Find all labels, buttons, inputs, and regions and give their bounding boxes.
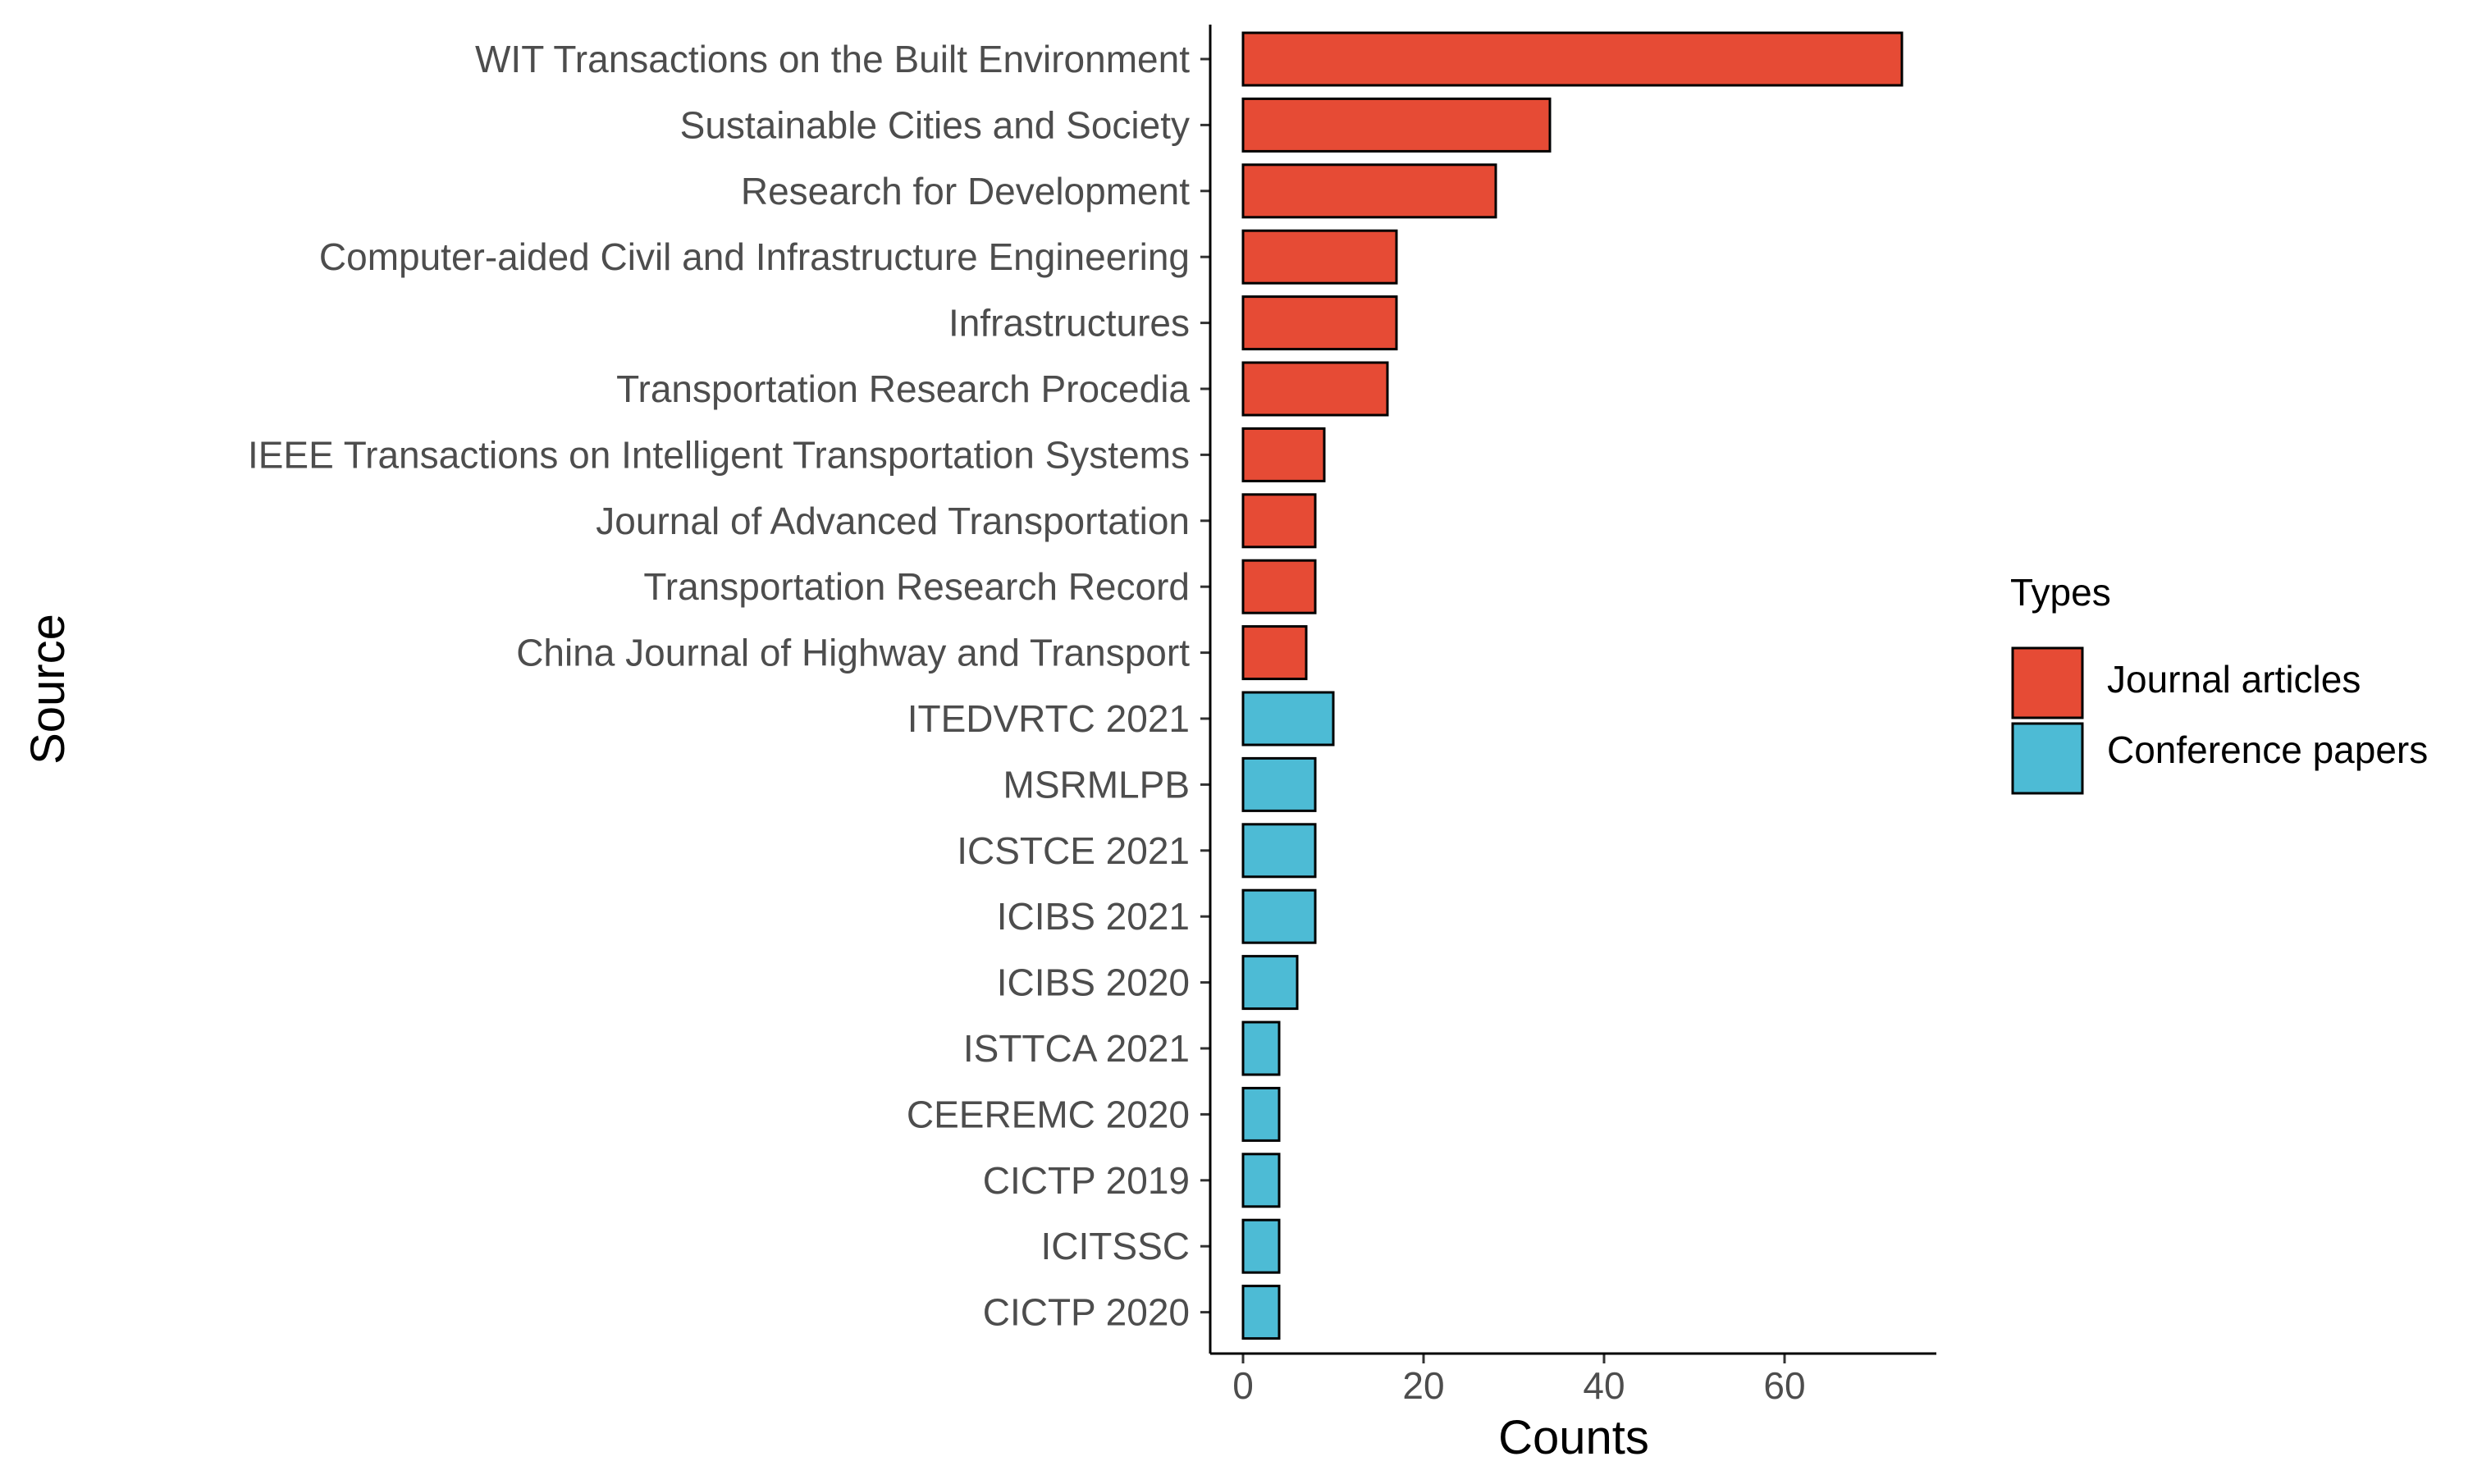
y-axis-title: Source	[21, 614, 75, 765]
bar-4	[1241, 229, 1398, 285]
category-label-10: China Journal of Highway and Transport	[516, 632, 1190, 674]
bar-16	[1241, 1021, 1281, 1076]
category-label-2: Sustainable Cities and Society	[680, 103, 1190, 146]
x-tick-label-20: 20	[1402, 1364, 1444, 1407]
category-label-16: ISTTCA 2021	[963, 1027, 1190, 1070]
category-label-5: Infrastructures	[948, 302, 1190, 345]
category-label-9: Transportation Research Record	[643, 565, 1190, 608]
legend-swatch-conference	[2011, 722, 2084, 795]
bar-8	[1241, 493, 1317, 549]
bar-17	[1241, 1086, 1281, 1142]
bar-14	[1241, 888, 1317, 944]
legend-title: Types	[2010, 571, 2111, 614]
legend-label-conference: Conference papers	[2107, 728, 2428, 771]
bar-13	[1241, 823, 1317, 879]
bar-6	[1241, 361, 1389, 417]
legend-swatch-journal	[2011, 646, 2084, 719]
category-label-8: Journal of Advanced Transportation	[596, 500, 1190, 542]
category-label-18: CICTP 2019	[983, 1159, 1190, 1202]
bar-9	[1241, 559, 1317, 614]
category-label-20: CICTP 2020	[983, 1291, 1190, 1334]
bar-1	[1241, 31, 1904, 87]
x-tick-label-40: 40	[1583, 1364, 1625, 1407]
category-label-7: IEEE Transactions on Intelligent Transpo…	[248, 433, 1190, 476]
bars-group	[1241, 31, 1904, 1340]
bar-18	[1241, 1153, 1281, 1208]
legend-label-journal: Journal articles	[2107, 658, 2361, 701]
y-axis-ticks	[1200, 57, 1210, 1314]
category-label-1: WIT Transactions on the Built Environmen…	[475, 38, 1190, 80]
bar-10	[1241, 625, 1308, 681]
bar-3	[1241, 163, 1497, 219]
x-tick-label-60: 60	[1763, 1364, 1805, 1407]
bar-11	[1241, 691, 1335, 747]
category-label-3: Research for Development	[741, 170, 1190, 212]
category-label-15: ICIBS 2020	[997, 961, 1190, 1004]
category-label-13: ICSTCE 2021	[957, 829, 1190, 872]
category-label-4: Computer-aided Civil and Infrastructure …	[319, 235, 1190, 278]
bar-7	[1241, 427, 1326, 482]
bar-12	[1241, 756, 1317, 812]
category-label-11: ITEDVRTC 2021	[907, 697, 1190, 740]
bar-5	[1241, 295, 1398, 351]
x-axis-ticks: 0 20 40 60	[1232, 1354, 1806, 1407]
category-label-12: MSRMLPB	[1003, 763, 1190, 806]
category-label-14: ICIBS 2021	[997, 895, 1190, 938]
legend: Types Journal articles Conference papers	[2010, 571, 2428, 795]
category-labels: WIT Transactions on the Built Environmen…	[248, 38, 1190, 1334]
x-tick-label-0: 0	[1232, 1364, 1254, 1407]
bar-19	[1241, 1218, 1281, 1274]
x-axis-title: Counts	[1498, 1411, 1649, 1464]
category-label-6: Transportation Research Procedia	[616, 368, 1190, 410]
bar-15	[1241, 955, 1299, 1011]
category-label-19: ICITSSC	[1041, 1225, 1190, 1267]
bar-20	[1241, 1285, 1281, 1340]
category-label-17: CEEREMC 2020	[907, 1093, 1190, 1135]
bar-2	[1241, 97, 1552, 153]
